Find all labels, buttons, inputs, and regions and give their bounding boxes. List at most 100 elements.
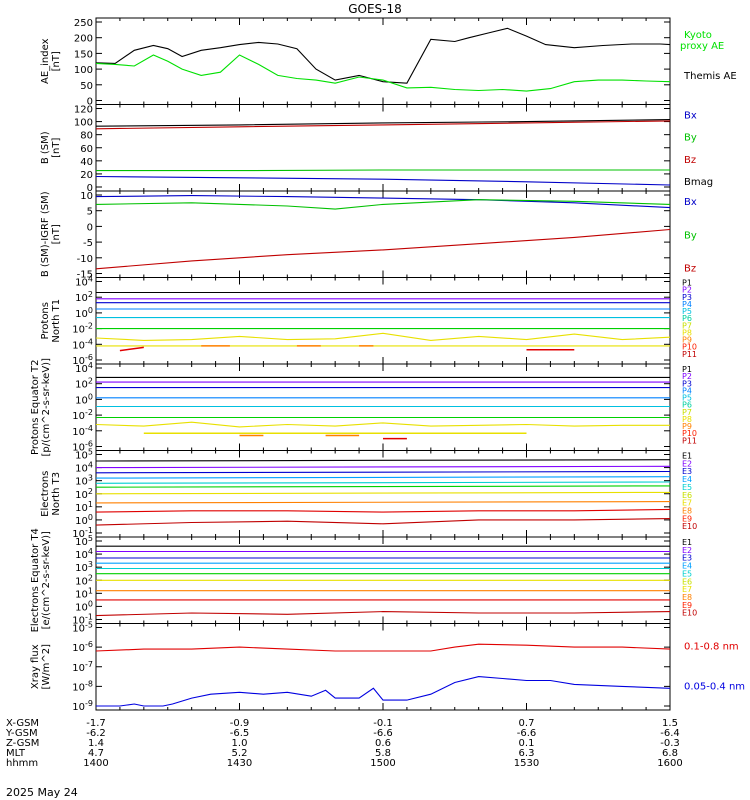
legend-p4: P4 (682, 386, 692, 395)
x-tick-value: 6.3 (519, 748, 535, 759)
series-e3 (95, 470, 671, 474)
legend-p5: P5 (682, 394, 692, 403)
series-bz (95, 228, 671, 270)
x-tick-value: 1.4 (88, 738, 104, 749)
series-p10 (119, 346, 575, 352)
x-tick-value: 1400 (83, 758, 108, 769)
legend-p7: P7 (682, 408, 692, 417)
series-themis-ae (95, 27, 671, 84)
y-tick-label: 102 (75, 290, 93, 304)
panel-3: 10 5 0 -5 -10 -15 B (SM)-IGRF (SM)[nT] Bx By Bz (40, 190, 697, 281)
y-tick-label: 10-2 (72, 322, 93, 336)
series-e5 (95, 481, 671, 484)
legend-e3: E3 (682, 467, 692, 476)
y-tick-label: 102 (75, 573, 93, 587)
x-tick-value: -6.6 (373, 728, 393, 739)
legend-e8: E8 (682, 506, 692, 515)
legend-e2: E2 (682, 546, 692, 555)
y-axis-label: Protons Equator T2[p/(cm^2-s-sr-keV)] (30, 358, 52, 457)
x-tick-value: 0.7 (519, 718, 535, 729)
y-axis-label: ElectronsNorth T3 (40, 471, 62, 517)
x-tick-value: -6.5 (230, 728, 250, 739)
y-axis-label: B (SM)[nT] (40, 131, 62, 164)
x-tick-value: 0.6 (375, 738, 391, 749)
legend-p3: P3 (682, 379, 692, 388)
legend-by: By (684, 133, 697, 144)
legend-e3: E3 (682, 554, 692, 563)
series-e7 (95, 491, 671, 495)
legend-e9: E9 (682, 514, 692, 523)
series-0-05-0-4-nm (96, 676, 671, 707)
x-tick-value: -0.9 (230, 718, 250, 729)
y-tick-label: 104 (75, 361, 93, 375)
series-e8 (95, 501, 671, 504)
x-tick-value: 0.1 (519, 738, 535, 749)
y-tick-label: 101 (75, 586, 93, 600)
y-axis-label: B (SM)-IGRF (SM)[nT] (40, 191, 62, 277)
y-tick-label: 150 (74, 49, 93, 60)
y-tick-label: 20 (80, 170, 93, 181)
legend-e6: E6 (682, 577, 692, 586)
series-e9 (95, 508, 671, 513)
y-tick-label: 0 (87, 97, 93, 108)
y-tick-label: 100 (74, 118, 93, 129)
legend-bz: Bz (684, 264, 696, 275)
x-tick-value: -6.6 (517, 728, 537, 739)
y-tick-label: 10 (80, 191, 93, 202)
x-tick-value: 5.2 (232, 748, 248, 759)
panel-2: 120 100 80 60 40 20 0 B (SM)[nT] Bx By Bz Bmag (40, 104, 713, 194)
series-e6 (95, 485, 671, 488)
y-tick-label: 10-5 (72, 621, 93, 635)
y-axis-label: Xray flux[W/m^2] (30, 644, 52, 690)
y-tick-label: 10-1 (72, 613, 93, 627)
panel-frame (95, 277, 671, 365)
y-tick-label: 10-8 (72, 679, 93, 693)
panel-frame (95, 104, 671, 192)
legend-p2: P2 (682, 372, 692, 381)
series-bx (95, 175, 671, 186)
series-e10 (95, 518, 671, 526)
legend-p9: P9 (682, 336, 692, 345)
panel-frame (95, 623, 671, 711)
panel-8: 10-5 10-6 10-7 10-8 10-9 Xray flux[W/m^2] 0.1-… (30, 621, 745, 714)
legend-p1: P1 (682, 365, 692, 374)
y-tick-label: 102 (75, 487, 93, 501)
legend-p3: P3 (682, 293, 692, 302)
legend-e4: E4 (682, 475, 692, 484)
series-by (95, 199, 671, 210)
legend-p1: P1 (682, 279, 692, 288)
y-tick-label: 10-6 (72, 440, 93, 454)
x-tick-value: -6.4 (660, 728, 680, 739)
y-tick-label: 101 (75, 500, 93, 514)
legend-bmag: Bmag (684, 177, 713, 188)
x-tick-value: 1500 (370, 758, 395, 769)
legend-p8: P8 (682, 415, 692, 424)
legend-e6: E6 (682, 491, 692, 500)
legend-e4: E4 (682, 562, 692, 571)
y-tick-label: 0 (87, 183, 93, 194)
y-tick-label: 80 (80, 131, 93, 142)
x-tick-value: 1530 (514, 758, 539, 769)
legend-p4: P4 (682, 300, 692, 309)
legend-e5: E5 (682, 483, 692, 492)
legend-0-1-0-8-nm: 0.1-0.8 nm (684, 642, 739, 653)
legend-themis-ae: Themis AE (683, 71, 737, 82)
y-tick-label: 0 (87, 222, 93, 233)
y-axis-label: ProtonsNorth T1 (40, 299, 62, 343)
x-tick-value: -1.7 (86, 718, 106, 729)
y-tick-label: 105 (75, 448, 93, 462)
y-tick-label: 100 (75, 306, 93, 320)
y-tick-label: 10-6 (72, 640, 93, 654)
y-tick-label: 120 (74, 105, 93, 116)
series-e1 (95, 459, 671, 462)
y-tick-label: 105 (75, 534, 93, 548)
x-row-label: Y-GSM (5, 728, 38, 739)
legend-bx: Bx (684, 111, 697, 122)
legend-p11: P11 (682, 350, 697, 359)
legend-p6: P6 (682, 401, 692, 410)
legend-e1: E1 (682, 538, 692, 547)
